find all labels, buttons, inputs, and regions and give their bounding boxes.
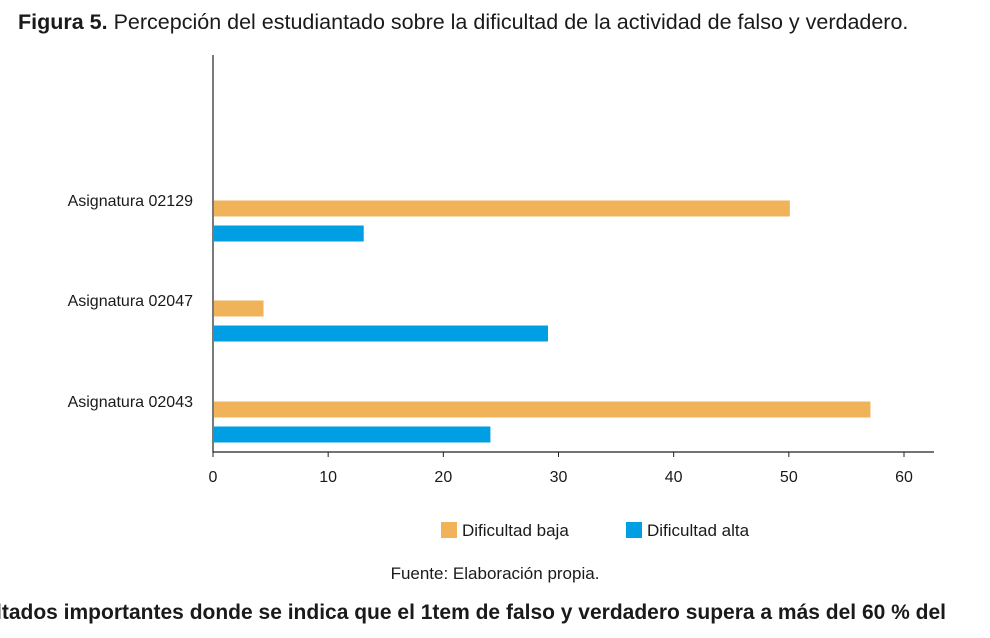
x-tick-label: 40 [665,469,683,486]
x-tick-label: 10 [319,469,337,486]
bar-dificultad-alta [214,325,548,342]
figure-caption: Figura 5. Percepción del estudiantado so… [18,10,908,35]
bar-dificultad-alta [214,426,491,443]
body-text-partial: ltados importantes donde se indica que e… [0,601,946,624]
category-label: Asignatura 02047 [68,293,194,310]
bar-dificultad-baja [214,401,871,418]
x-tick-label: 0 [209,469,218,486]
x-tick-label: 30 [550,469,568,486]
legend-label: Dificultad alta [647,521,750,540]
x-tick-label: 50 [780,469,798,486]
figure-title: Percepción del estudiantado sobre la dif… [113,10,909,34]
legend-swatch [441,522,457,538]
source-note: Fuente: Elaboración propia. [390,564,600,583]
category-label: Asignatura 02043 [68,394,194,411]
bar-dificultad-baja [214,300,264,317]
legend-label: Dificultad baja [462,521,569,540]
bar-dificultad-baja [214,200,790,217]
bar-dificultad-alta [214,225,364,242]
category-label: Asignatura 02129 [68,193,194,210]
x-tick-label: 20 [434,469,452,486]
bar-chart: 0 10 20 30 40 50 60 Asignatura 02129 Asignatura … [68,55,934,540]
legend-swatch [626,522,642,538]
x-tick-label: 60 [895,469,913,486]
figure-label: Figura 5. [18,10,108,34]
